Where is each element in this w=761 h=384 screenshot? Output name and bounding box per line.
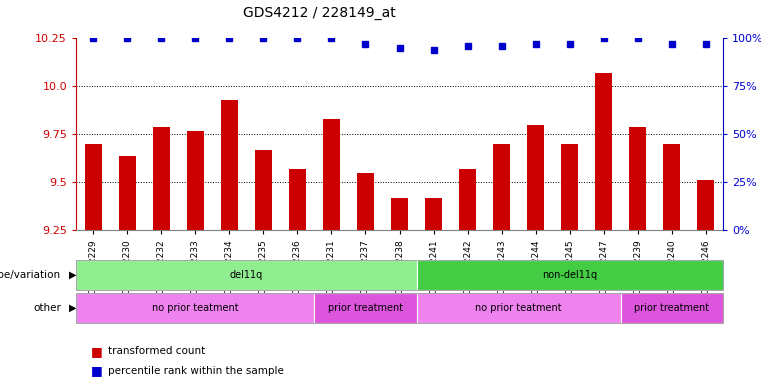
Bar	[255, 150, 272, 230]
Text: GDS4212 / 228149_at: GDS4212 / 228149_at	[244, 6, 396, 20]
Text: other: other	[33, 303, 61, 313]
Text: transformed count: transformed count	[108, 346, 205, 356]
Bar	[84, 144, 102, 230]
Bar	[221, 100, 237, 230]
Text: ▶: ▶	[68, 270, 76, 280]
Bar	[357, 173, 374, 230]
Text: percentile rank within the sample: percentile rank within the sample	[108, 366, 284, 376]
Bar	[664, 144, 680, 230]
Bar	[119, 156, 135, 230]
Bar	[459, 169, 476, 230]
Bar	[425, 198, 442, 230]
Bar	[186, 131, 204, 230]
Bar	[153, 127, 170, 230]
Text: prior treatment: prior treatment	[635, 303, 709, 313]
Bar	[561, 144, 578, 230]
Text: no prior teatment: no prior teatment	[476, 303, 562, 313]
Text: ■: ■	[91, 345, 103, 358]
Text: ▶: ▶	[68, 303, 76, 313]
Bar	[493, 144, 510, 230]
Bar	[629, 127, 646, 230]
Bar	[323, 119, 340, 230]
Bar	[697, 180, 715, 230]
Text: genotype/variation: genotype/variation	[0, 270, 61, 280]
Text: ■: ■	[91, 364, 103, 377]
Text: del11q: del11q	[230, 270, 263, 280]
Bar	[289, 169, 306, 230]
Text: prior treatment: prior treatment	[328, 303, 403, 313]
Text: non-del11q: non-del11q	[542, 270, 597, 280]
Bar	[527, 125, 544, 230]
Bar	[391, 198, 408, 230]
Bar	[595, 73, 613, 230]
Text: no prior teatment: no prior teatment	[152, 303, 238, 313]
